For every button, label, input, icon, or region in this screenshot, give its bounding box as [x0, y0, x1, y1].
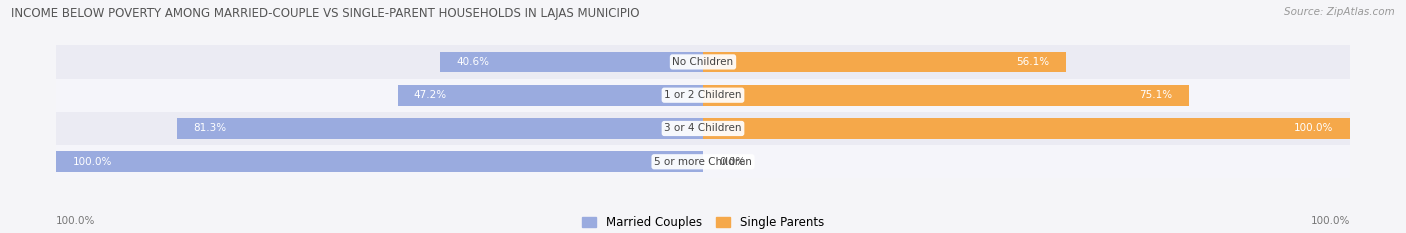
Bar	[56, 151, 703, 172]
Text: Source: ZipAtlas.com: Source: ZipAtlas.com	[1284, 7, 1395, 17]
Bar	[56, 45, 1350, 79]
Text: 81.3%: 81.3%	[194, 123, 226, 134]
Text: 40.6%: 40.6%	[457, 57, 489, 67]
Text: 100.0%: 100.0%	[56, 216, 96, 226]
Bar	[440, 51, 703, 72]
Text: 100.0%: 100.0%	[73, 157, 112, 167]
Text: 3 or 4 Children: 3 or 4 Children	[664, 123, 742, 134]
Text: No Children: No Children	[672, 57, 734, 67]
Text: 100.0%: 100.0%	[1310, 216, 1350, 226]
Legend: Married Couples, Single Parents: Married Couples, Single Parents	[582, 216, 824, 229]
Bar	[703, 118, 1350, 139]
Bar	[56, 79, 1350, 112]
Text: 1 or 2 Children: 1 or 2 Children	[664, 90, 742, 100]
Text: 0.0%: 0.0%	[720, 157, 745, 167]
Text: INCOME BELOW POVERTY AMONG MARRIED-COUPLE VS SINGLE-PARENT HOUSEHOLDS IN LAJAS M: INCOME BELOW POVERTY AMONG MARRIED-COUPL…	[11, 7, 640, 20]
Bar	[56, 112, 1350, 145]
Bar	[177, 118, 703, 139]
Bar	[703, 85, 1188, 106]
Bar	[703, 51, 1066, 72]
Text: 75.1%: 75.1%	[1139, 90, 1173, 100]
Text: 5 or more Children: 5 or more Children	[654, 157, 752, 167]
Text: 100.0%: 100.0%	[1294, 123, 1333, 134]
Text: 56.1%: 56.1%	[1017, 57, 1050, 67]
Bar	[56, 145, 1350, 178]
Bar	[398, 85, 703, 106]
Text: 47.2%: 47.2%	[413, 90, 447, 100]
